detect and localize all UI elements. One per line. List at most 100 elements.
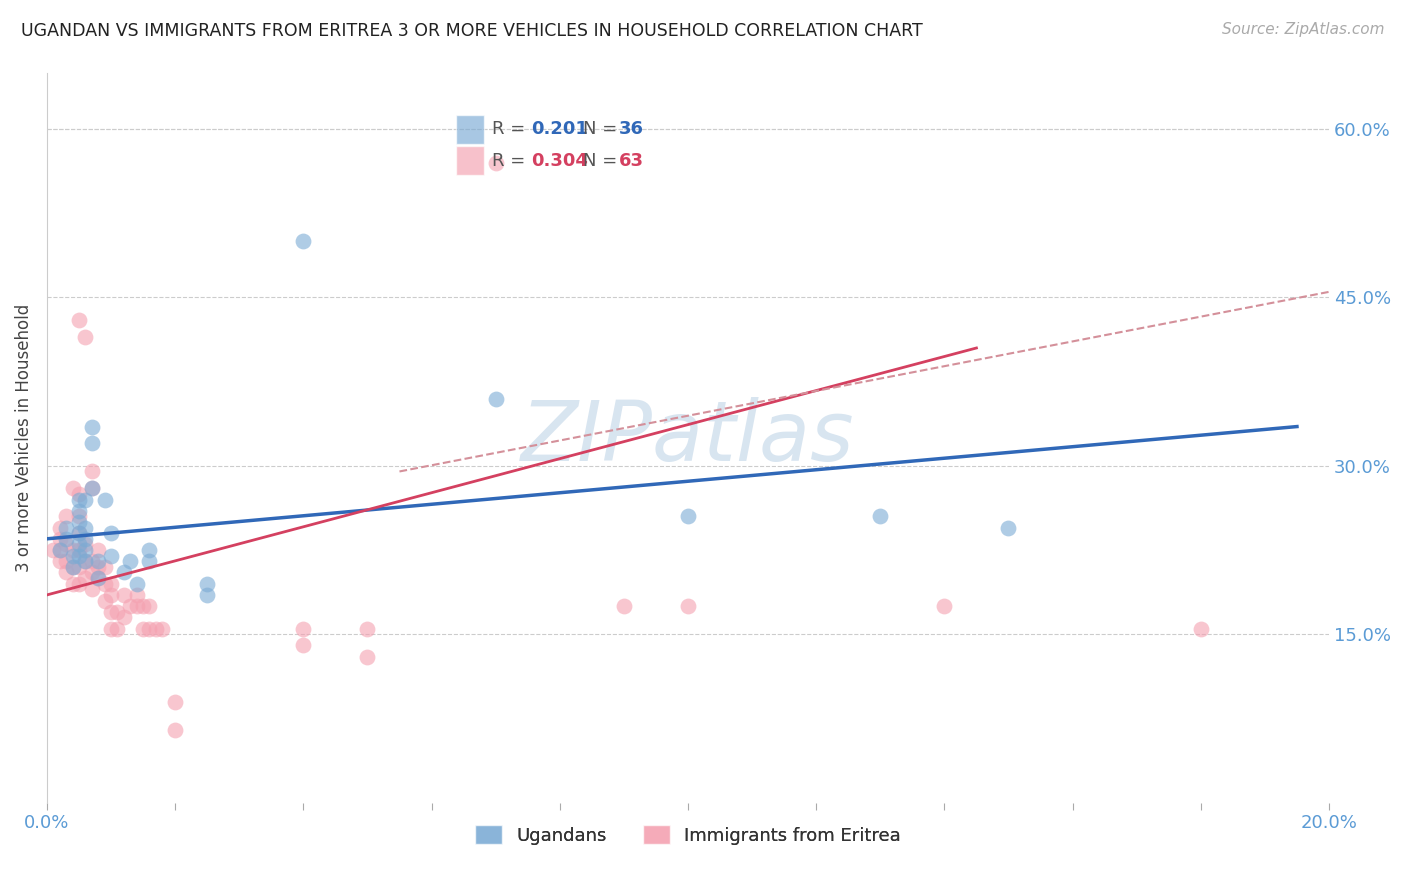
FancyBboxPatch shape (456, 114, 484, 144)
Point (145, 622, 167, 636)
Point (75, 571, 97, 585)
Point (67, 313, 90, 327)
Point (132, 622, 155, 636)
Point (165, 695, 187, 709)
Point (356, 649, 378, 664)
Point (107, 622, 129, 636)
Point (93, 576, 115, 591)
Point (292, 639, 315, 653)
Point (55, 532, 77, 546)
Point (42, 543, 65, 558)
Point (67, 526, 90, 541)
Point (112, 566, 135, 580)
Point (292, 622, 315, 636)
Point (100, 549, 122, 563)
Point (165, 723, 187, 737)
Point (93, 593, 115, 607)
Point (100, 605, 122, 619)
Point (67, 543, 90, 558)
Point (67, 509, 90, 524)
Point (613, 599, 636, 614)
Point (55, 554, 77, 568)
Point (195, 588, 218, 602)
Point (75, 537, 97, 551)
Point (1189, 622, 1212, 636)
Point (138, 622, 160, 636)
Point (75, 543, 97, 558)
Point (120, 554, 142, 568)
Point (80, 481, 103, 495)
Point (87, 560, 110, 574)
Point (107, 605, 129, 619)
Text: N =: N = (583, 152, 623, 169)
Point (125, 599, 148, 614)
Point (48, 543, 70, 558)
Point (55, 566, 77, 580)
Point (67, 504, 90, 518)
Point (676, 599, 699, 614)
Text: N =: N = (583, 120, 623, 138)
Point (75, 520, 97, 534)
Point (100, 622, 122, 636)
Point (67, 537, 90, 551)
Point (62, 560, 84, 574)
Point (869, 509, 891, 524)
Text: 63: 63 (619, 152, 644, 169)
Point (62, 543, 84, 558)
Point (62, 576, 84, 591)
Point (138, 554, 160, 568)
Text: 0.304: 0.304 (531, 152, 588, 169)
FancyBboxPatch shape (456, 146, 484, 175)
Point (80, 554, 103, 568)
Point (100, 526, 122, 541)
Point (55, 509, 77, 524)
Text: 36: 36 (619, 120, 644, 138)
Point (75, 532, 97, 546)
Point (55, 520, 77, 534)
Point (62, 549, 84, 563)
Point (150, 622, 173, 636)
Point (93, 492, 115, 507)
Point (87, 571, 110, 585)
Point (356, 622, 378, 636)
Point (67, 515, 90, 529)
Point (87, 543, 110, 558)
Point (676, 509, 699, 524)
Point (75, 554, 97, 568)
Point (100, 576, 122, 591)
Point (120, 599, 142, 614)
Point (67, 492, 90, 507)
Point (80, 582, 103, 597)
Point (125, 576, 148, 591)
Y-axis label: 3 or more Vehicles in Household: 3 or more Vehicles in Household (15, 303, 32, 572)
Point (100, 588, 122, 602)
Text: ZIPatlas: ZIPatlas (522, 397, 855, 478)
Point (48, 520, 70, 534)
Point (80, 419, 103, 434)
Point (48, 543, 70, 558)
Point (67, 526, 90, 541)
Point (75, 492, 97, 507)
Point (485, 155, 508, 169)
Point (138, 599, 160, 614)
Point (48, 554, 70, 568)
Point (485, 392, 508, 406)
Text: R =: R = (492, 120, 531, 138)
Text: R =: R = (492, 152, 531, 169)
Point (195, 576, 218, 591)
Point (87, 554, 110, 568)
Point (997, 520, 1019, 534)
Text: UGANDAN VS IMMIGRANTS FROM ERITREA 3 OR MORE VEHICLES IN HOUSEHOLD CORRELATION C: UGANDAN VS IMMIGRANTS FROM ERITREA 3 OR … (21, 22, 922, 40)
Point (292, 235, 315, 249)
Point (934, 599, 956, 614)
Point (80, 481, 103, 495)
Point (132, 599, 155, 614)
Point (67, 576, 90, 591)
Point (62, 481, 84, 495)
Point (67, 560, 90, 574)
Point (112, 610, 135, 624)
Point (80, 465, 103, 479)
Point (55, 537, 77, 551)
Point (93, 560, 115, 574)
Point (48, 532, 70, 546)
